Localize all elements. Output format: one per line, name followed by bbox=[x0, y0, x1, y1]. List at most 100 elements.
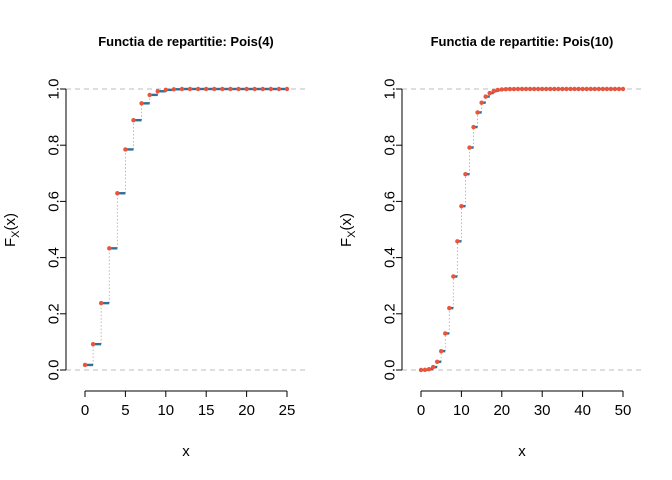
cdf-point bbox=[535, 86, 541, 92]
cdf-point bbox=[483, 94, 488, 99]
cdf-point bbox=[511, 86, 517, 92]
y-axis-label-subscript: X bbox=[346, 230, 358, 238]
cdf-point bbox=[596, 86, 601, 92]
y-axis-label-subscript: X bbox=[10, 230, 22, 238]
cdf-point bbox=[418, 367, 424, 373]
cdf-point bbox=[495, 87, 500, 93]
axes: 0 10 20 30 40 50 0.0 0.2 0.4 0.6 0.8 1.0 bbox=[382, 79, 632, 419]
x-tick-label: 20 bbox=[238, 402, 255, 419]
y-axis-label-main: F bbox=[2, 238, 19, 247]
y-tick-label: 0.2 bbox=[46, 303, 63, 324]
cdf-point bbox=[467, 145, 472, 150]
cdf-point bbox=[620, 86, 626, 92]
cdf-point bbox=[284, 86, 290, 92]
cdf-point bbox=[123, 147, 128, 152]
cdf-point bbox=[499, 87, 504, 92]
cdf-point bbox=[195, 86, 201, 92]
x-axis-label: x bbox=[518, 443, 526, 460]
cdf-point bbox=[268, 86, 274, 92]
cdf-point bbox=[487, 90, 492, 96]
y-axis-label-main: F bbox=[338, 238, 355, 247]
cdf-point bbox=[552, 86, 557, 92]
y-axis-label: FX(x) bbox=[2, 213, 22, 247]
cdf-point bbox=[523, 86, 529, 92]
cdf-point bbox=[204, 86, 209, 92]
x-tick-label: 15 bbox=[198, 402, 215, 419]
cdf-point bbox=[236, 86, 241, 92]
cdf-point bbox=[576, 86, 581, 92]
cdf-point bbox=[220, 86, 225, 92]
cdf-point bbox=[608, 86, 614, 92]
y-tick-label: 0.6 bbox=[382, 191, 399, 212]
cdf-points bbox=[418, 86, 626, 373]
cdf-point bbox=[463, 171, 468, 177]
y-tick-label: 0.2 bbox=[382, 303, 399, 324]
y-tick-label: 1.0 bbox=[46, 79, 63, 100]
cdf-point bbox=[616, 86, 622, 92]
cdf-point bbox=[447, 305, 452, 311]
chart-title: Functia de repartitie: Pois(10) bbox=[431, 34, 614, 49]
cdf-point bbox=[131, 117, 136, 123]
y-tick-label: 0.0 bbox=[46, 360, 63, 381]
cdf-point bbox=[422, 367, 428, 373]
axes: 0 5 10 15 20 25 0.0 0.2 0.4 0.6 0.8 1.0 bbox=[46, 79, 296, 419]
x-tick-label: 40 bbox=[574, 402, 591, 419]
y-tick-label: 1.0 bbox=[382, 79, 399, 100]
cdf-point bbox=[252, 86, 257, 92]
cdf-point bbox=[548, 86, 553, 92]
cdf-point bbox=[503, 86, 509, 92]
x-tick-label: 50 bbox=[615, 402, 632, 419]
cdf-point bbox=[580, 86, 585, 92]
cdf-point bbox=[612, 86, 618, 92]
cdf-point bbox=[147, 92, 152, 98]
y-axis-label-suffix: (x) bbox=[2, 213, 19, 231]
cdf-point bbox=[443, 331, 448, 336]
cdf-point bbox=[430, 364, 436, 370]
cdf-point bbox=[491, 88, 496, 94]
x-tick-label: 0 bbox=[417, 402, 425, 419]
cdf-point bbox=[519, 86, 525, 92]
cdf-point bbox=[600, 86, 605, 92]
cdf-point bbox=[439, 348, 444, 354]
x-tick-label: 0 bbox=[81, 402, 89, 419]
cdf-point bbox=[244, 86, 249, 92]
cdf-point bbox=[572, 86, 577, 92]
cdf-point bbox=[426, 367, 432, 372]
cdf-point bbox=[228, 86, 233, 92]
cdf-point bbox=[115, 191, 120, 196]
cdf-point bbox=[212, 86, 217, 92]
chart-title: Functia de repartitie: Pois(4) bbox=[98, 34, 274, 49]
x-tick-label: 10 bbox=[453, 402, 470, 419]
cdf-point bbox=[475, 110, 480, 115]
cdf-point bbox=[98, 300, 104, 306]
cdf-point bbox=[434, 359, 440, 364]
y-tick-label: 0.4 bbox=[382, 247, 399, 268]
y-axis-label-suffix: (x) bbox=[338, 213, 355, 231]
y-tick-label: 0.6 bbox=[46, 191, 63, 212]
cdf-points bbox=[82, 86, 290, 368]
cdf-point bbox=[260, 86, 265, 92]
cdf-point bbox=[459, 203, 464, 209]
cdf-point bbox=[544, 86, 549, 92]
cdf-point bbox=[276, 86, 282, 92]
cdf-point bbox=[90, 341, 96, 347]
cdf-point bbox=[531, 86, 537, 92]
y-axis-label: FX(x) bbox=[338, 213, 358, 247]
cdf-point bbox=[139, 101, 144, 106]
cdf-point bbox=[515, 86, 521, 92]
chart-panel-pois4: Functia de repartitie: Pois(4) 0 5 10 15 20 2… bbox=[2, 34, 308, 460]
y-tick-label: 0.8 bbox=[46, 135, 63, 156]
y-tick-label: 0.0 bbox=[382, 360, 399, 381]
cdf-point bbox=[604, 86, 610, 92]
y-tick-label: 0.4 bbox=[46, 247, 63, 268]
x-tick-label: 20 bbox=[493, 402, 510, 419]
cdf-point bbox=[187, 86, 193, 92]
cdf-point bbox=[588, 86, 593, 92]
cdf-point bbox=[179, 86, 185, 92]
cdf-point bbox=[507, 86, 513, 92]
y-tick-label: 0.8 bbox=[382, 135, 399, 156]
cdf-point bbox=[82, 362, 88, 368]
cdf-point bbox=[171, 87, 177, 92]
